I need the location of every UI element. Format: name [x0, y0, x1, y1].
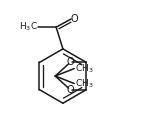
Text: O: O — [70, 14, 78, 24]
Text: O: O — [66, 85, 74, 95]
Text: CH$_3$: CH$_3$ — [75, 77, 93, 90]
Text: CH$_3$: CH$_3$ — [75, 62, 93, 75]
Text: H$_3$C: H$_3$C — [19, 21, 38, 33]
Text: O: O — [66, 57, 74, 67]
